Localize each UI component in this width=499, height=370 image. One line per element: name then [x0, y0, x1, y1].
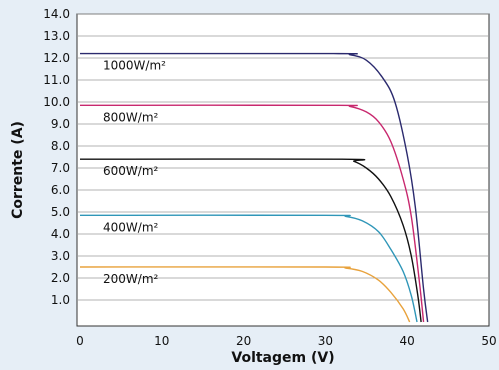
y-tick-label: 14.0: [43, 7, 70, 21]
series-line: [79, 214, 418, 323]
y-tick-label: 6.0: [51, 183, 70, 197]
y-tick-label: 5.0: [51, 205, 70, 219]
x-axis-ticks: 0 10 20 30 40 50: [76, 334, 496, 348]
y-tick-label: 9.0: [51, 117, 70, 131]
series-layer: [79, 52, 429, 323]
y-axis-title: Corrente (A): [10, 121, 26, 219]
x-tick-label: 20: [236, 334, 251, 348]
y-tick-label: 3.0: [51, 249, 70, 263]
x-tick-label: 50: [481, 334, 496, 348]
y-tick-label: 4.0: [51, 227, 70, 241]
series-label: 600W/m²: [103, 164, 159, 178]
y-axis-ticks: 1.0 2.0 3.0 4.0 5.0 6.0 7.0 8.0 9.0 10.0 11.0 12.0 1…: [43, 7, 70, 307]
x-tick-label: 10: [154, 334, 169, 348]
y-tick-label: 7.0: [51, 161, 70, 175]
x-tick-label: 0: [76, 334, 84, 348]
series-label: 800W/m²: [103, 110, 159, 124]
series-label: 200W/m²: [103, 272, 159, 286]
y-tick-label: 10.0: [43, 95, 70, 109]
y-tick-label: 13.0: [43, 29, 70, 43]
y-tick-label: 8.0: [51, 139, 70, 153]
x-tick-label: 30: [318, 334, 333, 348]
series-line: [79, 104, 425, 323]
series-line: [79, 158, 422, 323]
series-line: [79, 52, 429, 323]
x-axis-title: Voltagem (V): [231, 350, 334, 366]
y-tick-label: 12.0: [43, 51, 70, 65]
y-tick-label: 11.0: [43, 73, 70, 87]
series-labels: 1000W/m² 800W/m² 600W/m² 400W/m² 200W/m²: [103, 59, 166, 286]
grid-lines: [77, 13, 489, 301]
x-tick-label: 40: [400, 334, 415, 348]
series-label: 1000W/m²: [103, 59, 166, 73]
y-tick-label: 1.0: [51, 293, 70, 307]
y-tick-label: 2.0: [51, 271, 70, 285]
series-line: [79, 266, 411, 323]
series-label: 400W/m²: [103, 220, 159, 234]
plot-background: [76, 13, 490, 327]
